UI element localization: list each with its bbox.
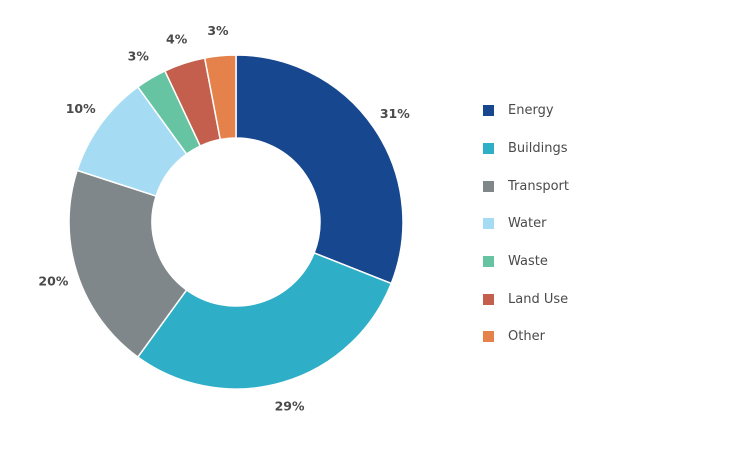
legend-swatch <box>483 256 494 268</box>
slice-energy <box>235 54 404 285</box>
legend-swatch <box>483 293 494 305</box>
data-label: 10% <box>66 101 96 116</box>
legend-swatch <box>483 143 494 155</box>
legend-label: Water <box>508 216 547 232</box>
slice-buildings <box>136 251 393 390</box>
slice-transport <box>68 169 188 359</box>
legend-label: Energy <box>508 103 554 119</box>
slice-other <box>203 54 237 141</box>
legend: Energy Buildings Transport Water Waste Land U… <box>483 92 569 356</box>
data-label: 3% <box>207 23 229 38</box>
data-label: 20% <box>38 273 68 288</box>
legend-swatch <box>483 331 494 343</box>
legend-item: Waste <box>483 243 569 281</box>
data-label: 31% <box>380 106 410 121</box>
data-label: 29% <box>275 398 305 413</box>
legend-item: Other <box>483 318 569 356</box>
legend-label: Transport <box>508 178 570 194</box>
legend-label: Waste <box>508 254 548 270</box>
legend-item: Water <box>483 205 569 243</box>
legend-label: Buildings <box>508 141 568 157</box>
legend-item: Land Use <box>483 280 569 318</box>
legend-swatch <box>483 105 494 117</box>
legend-swatch <box>483 218 494 230</box>
legend-label: Land Use <box>508 291 569 307</box>
legend-swatch <box>483 180 494 192</box>
data-label: 3% <box>128 49 150 64</box>
legend-item: Transport <box>483 167 569 205</box>
legend-item: Energy <box>483 92 569 130</box>
data-label: 4% <box>166 31 188 46</box>
legend-item: Buildings <box>483 130 569 168</box>
legend-label: Other <box>508 329 545 345</box>
